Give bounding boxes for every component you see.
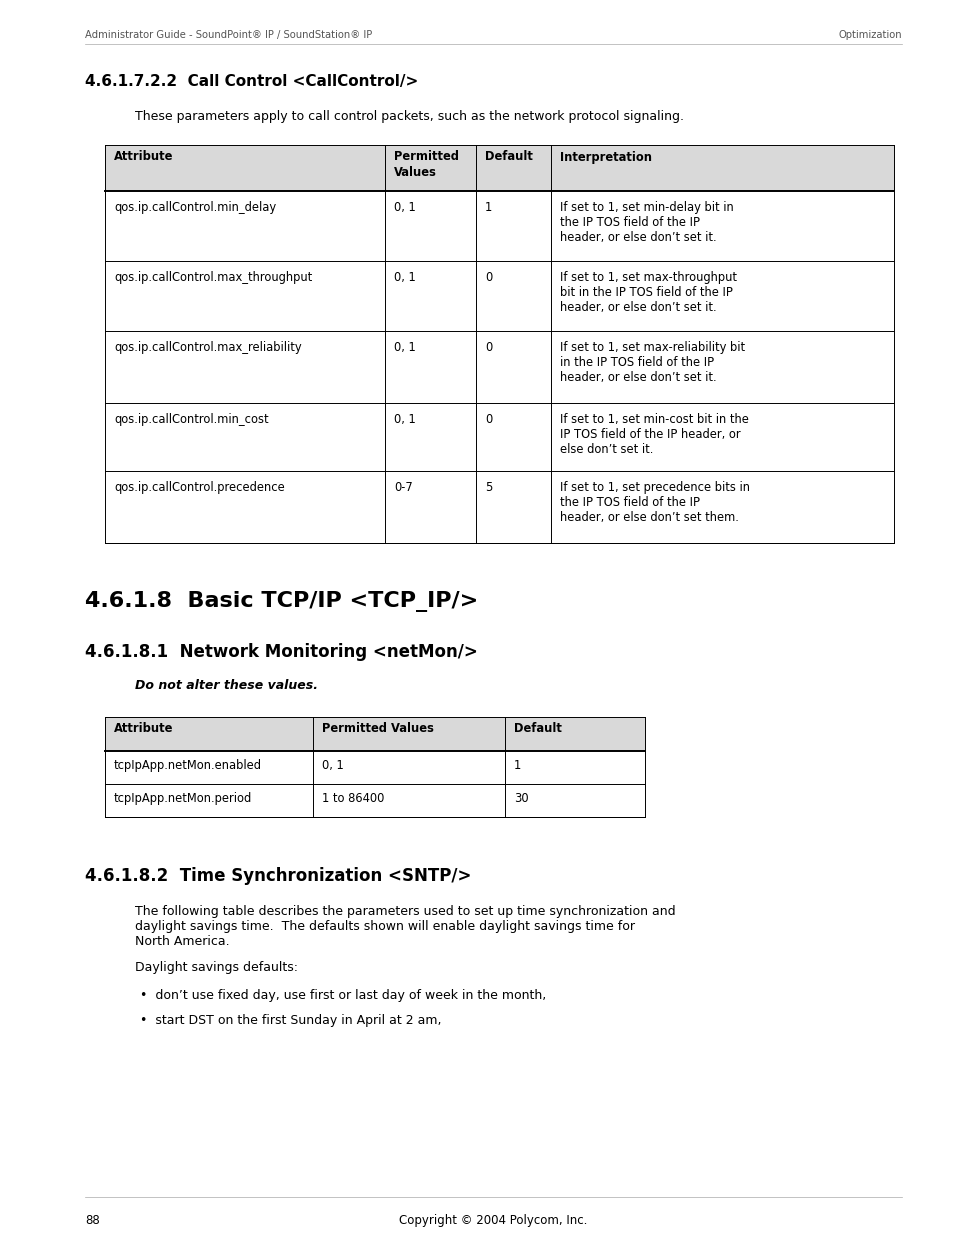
Text: 1 to 86400: 1 to 86400: [322, 792, 384, 805]
Text: 88: 88: [85, 1214, 100, 1228]
Text: tcpIpApp.netMon.period: tcpIpApp.netMon.period: [113, 792, 252, 805]
Text: If set to 1, set min-cost bit in the
IP TOS field of the IP header, or
else don’: If set to 1, set min-cost bit in the IP …: [559, 412, 748, 456]
Text: 0, 1: 0, 1: [322, 760, 343, 772]
Text: These parameters apply to call control packets, such as the network protocol sig: These parameters apply to call control p…: [135, 110, 683, 124]
Text: The following table describes the parameters used to set up time synchronization: The following table describes the parame…: [135, 905, 675, 948]
Bar: [105, 191, 893, 261]
Text: qos.ip.callControl.max_throughput: qos.ip.callControl.max_throughput: [113, 270, 312, 284]
Text: 1: 1: [514, 760, 520, 772]
Text: 4.6.1.8.2  Time Synchronization <SNTP/>: 4.6.1.8.2 Time Synchronization <SNTP/>: [85, 867, 471, 885]
Text: tcpIpApp.netMon.enabled: tcpIpApp.netMon.enabled: [113, 760, 262, 772]
Text: 4.6.1.7.2.2  Call Control <CallControl/>: 4.6.1.7.2.2 Call Control <CallControl/>: [85, 74, 417, 89]
Text: qos.ip.callControl.precedence: qos.ip.callControl.precedence: [113, 480, 284, 494]
Text: 0: 0: [484, 412, 492, 426]
Text: 0, 1: 0, 1: [394, 201, 416, 214]
Bar: [105, 718, 645, 751]
Text: If set to 1, set precedence bits in
the IP TOS field of the IP
header, or else d: If set to 1, set precedence bits in the …: [559, 480, 749, 524]
Text: 1: 1: [484, 201, 492, 214]
Text: Default: Default: [484, 151, 532, 163]
Bar: [105, 751, 645, 784]
Bar: [105, 261, 893, 331]
Bar: [105, 784, 645, 818]
Text: Do not alter these values.: Do not alter these values.: [135, 679, 317, 692]
Text: •  start DST on the first Sunday in April at 2 am,: • start DST on the first Sunday in April…: [140, 1014, 441, 1028]
Bar: [105, 403, 893, 471]
Text: 0: 0: [484, 270, 492, 284]
Text: Daylight savings defaults:: Daylight savings defaults:: [135, 961, 297, 974]
Text: Permitted
Values: Permitted Values: [394, 151, 458, 179]
Text: 4.6.1.8  Basic TCP/IP <TCP_IP/>: 4.6.1.8 Basic TCP/IP <TCP_IP/>: [85, 592, 477, 613]
Text: Default: Default: [514, 722, 561, 736]
Text: qos.ip.callControl.max_reliability: qos.ip.callControl.max_reliability: [113, 341, 301, 354]
Text: Interpretation: Interpretation: [559, 151, 651, 163]
Text: If set to 1, set min-delay bit in
the IP TOS field of the IP
header, or else don: If set to 1, set min-delay bit in the IP…: [559, 201, 733, 245]
Text: Copyright © 2004 Polycom, Inc.: Copyright © 2004 Polycom, Inc.: [399, 1214, 587, 1228]
Text: 0, 1: 0, 1: [394, 270, 416, 284]
Text: 0: 0: [484, 341, 492, 354]
Text: Attribute: Attribute: [113, 722, 173, 736]
Text: If set to 1, set max-reliability bit
in the IP TOS field of the IP
header, or el: If set to 1, set max-reliability bit in …: [559, 341, 744, 384]
Text: 5: 5: [484, 480, 492, 494]
Text: •  don’t use fixed day, use first or last day of week in the month,: • don’t use fixed day, use first or last…: [140, 989, 546, 1002]
Text: 4.6.1.8.1  Network Monitoring <netMon/>: 4.6.1.8.1 Network Monitoring <netMon/>: [85, 643, 477, 661]
Text: Attribute: Attribute: [113, 151, 173, 163]
Text: qos.ip.callControl.min_delay: qos.ip.callControl.min_delay: [113, 201, 275, 214]
Text: Permitted Values: Permitted Values: [322, 722, 434, 736]
Text: 0-7: 0-7: [394, 480, 413, 494]
Text: 30: 30: [514, 792, 528, 805]
Text: qos.ip.callControl.min_cost: qos.ip.callControl.min_cost: [113, 412, 269, 426]
Text: Administrator Guide - SoundPoint® IP / SoundStation® IP: Administrator Guide - SoundPoint® IP / S…: [85, 30, 372, 40]
Text: 0, 1: 0, 1: [394, 412, 416, 426]
Bar: [105, 331, 893, 403]
Text: 0, 1: 0, 1: [394, 341, 416, 354]
Bar: [105, 144, 893, 191]
Bar: [105, 471, 893, 543]
Text: Optimization: Optimization: [838, 30, 901, 40]
Text: If set to 1, set max-throughput
bit in the IP TOS field of the IP
header, or els: If set to 1, set max-throughput bit in t…: [559, 270, 736, 314]
